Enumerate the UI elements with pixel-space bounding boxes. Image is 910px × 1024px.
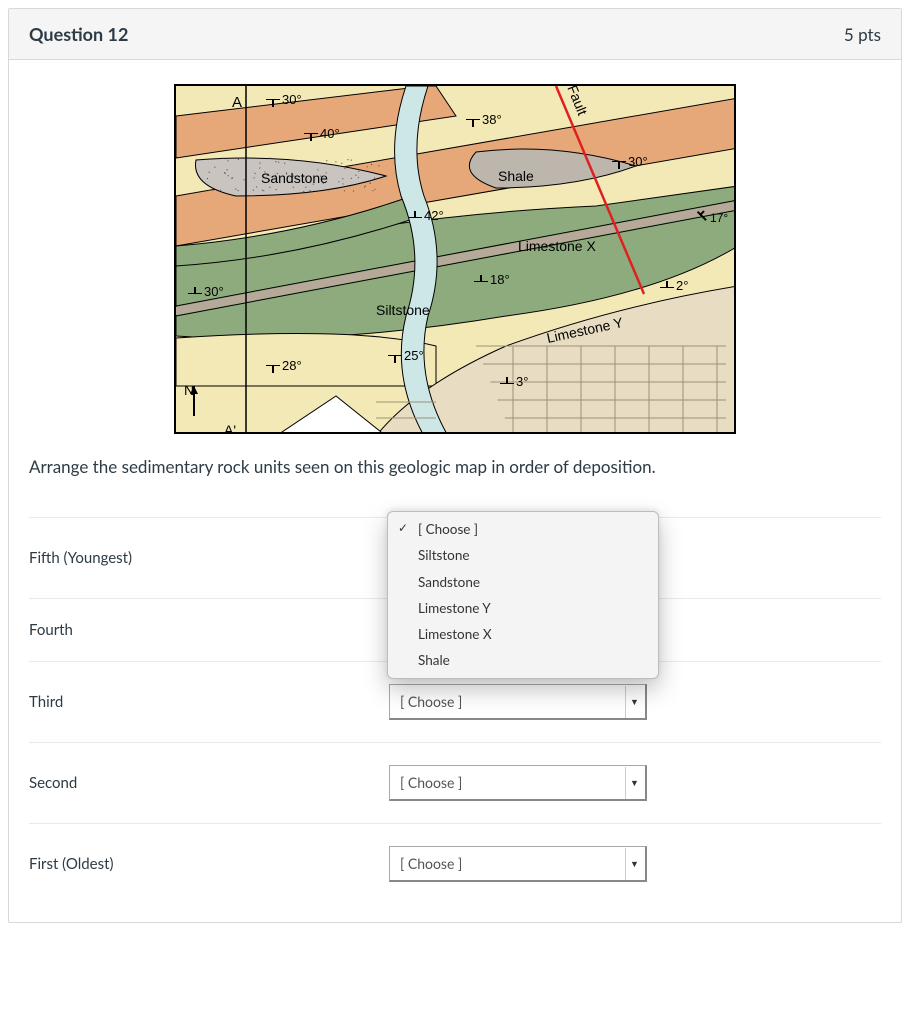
question-header: Question 12 5 pts [9,9,901,60]
dropdown-option[interactable]: Limestone X [388,621,658,647]
map-label: N [184,382,194,398]
map-label: 3° [500,374,528,389]
question-points: 5 pts [844,24,881,45]
map-label: 18° [474,272,510,287]
answer-row-label: Fourth [29,621,389,639]
select-value: [ Choose ] [400,774,462,791]
answer-row-label: Second [29,774,389,792]
dropdown-option[interactable]: Sandstone [388,569,658,595]
map-label: 40° [304,126,340,141]
map-label: 30° [612,154,648,169]
map-label: Sandstone [261,170,328,186]
answer-row-label: Third [29,693,389,711]
map-label: 30° [188,284,224,299]
map-label: 30° [266,92,302,107]
map-label: 25° [388,348,424,363]
select-value: [ Choose ] [400,855,462,872]
answer-row: Second [ Choose ] ▼ [29,742,881,823]
geologic-map: A 30° 40° 38° Sandstone Shale 30° 42° 17° Limesto… [174,84,736,434]
question-card: Question 12 5 pts A 30° 40° 38° Sandstone Sha… [8,8,902,923]
dropdown-option[interactable]: Limestone Y [388,595,658,621]
dropdown-option[interactable]: Siltstone [388,542,658,568]
answer-select[interactable]: [ Choose ] ▼ [389,846,647,882]
dropdown-panel[interactable]: [ Choose ]SiltstoneSandstoneLimestone YL… [387,511,659,679]
map-label: 28° [266,358,302,373]
chevron-down-icon: ▼ [625,848,643,880]
answers-area: Fifth (Youngest)[ Choose ]▼[ Choose ]Sil… [29,517,881,904]
answer-select[interactable]: [ Choose ] ▼ [389,765,647,801]
map-label: A' [224,422,236,434]
answer-row-label: Fifth (Youngest) [29,549,389,567]
question-body: A 30° 40° 38° Sandstone Shale 30° 42° 17° Limesto… [9,60,901,922]
chevron-down-icon: ▼ [625,767,643,799]
dropdown-option[interactable]: [ Choose ] [388,516,658,542]
question-prompt: Arrange the sedimentary rock units seen … [29,456,881,477]
answer-select[interactable]: [ Choose ] ▼ [389,684,647,720]
answer-row: First (Oldest) [ Choose ] ▼ [29,823,881,904]
question-title: Question 12 [29,23,128,45]
answer-row-label: First (Oldest) [29,855,389,873]
geologic-map-wrap: A 30° 40° 38° Sandstone Shale 30° 42° 17° Limesto… [29,84,881,434]
select-value: [ Choose ] [400,693,462,710]
map-label: 2° [660,278,688,293]
chevron-down-icon: ▼ [625,686,643,718]
map-label: Siltstone [376,302,430,318]
map-label: Shale [498,168,534,184]
map-label: 42° [408,208,444,223]
map-label: Limestone X [518,238,596,254]
map-label: 38° [466,112,502,127]
map-label: A [232,94,242,111]
map-label: 17° [696,210,728,225]
dropdown-option[interactable]: Shale [388,647,658,673]
